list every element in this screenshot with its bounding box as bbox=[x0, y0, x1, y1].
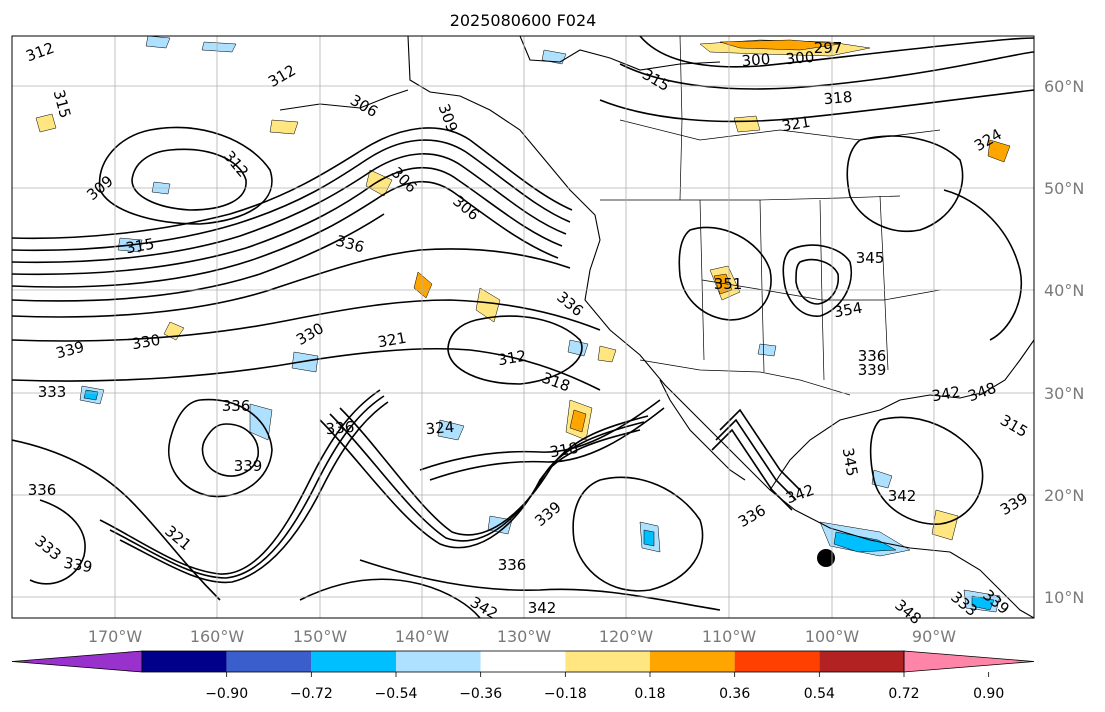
lat-tick-label: 10°N bbox=[1044, 588, 1084, 607]
colorbar-segment bbox=[734, 651, 820, 672]
contour-value-label: 336 bbox=[222, 397, 251, 415]
lon-tick-label: 160°W bbox=[190, 627, 245, 646]
contour-value-label: 336 bbox=[28, 481, 57, 499]
contour-value-label: 321 bbox=[376, 329, 407, 352]
lon-tick-label: 120°W bbox=[599, 627, 654, 646]
colorbar-segment bbox=[396, 651, 481, 672]
lon-tick-label: 100°W bbox=[805, 627, 860, 646]
contour-lines bbox=[12, 36, 1034, 618]
colorbar-tick-label: −0.90 bbox=[205, 686, 248, 702]
colorbar-segment bbox=[142, 651, 227, 672]
contour-value-label: 342 bbox=[930, 383, 961, 406]
colorbar-segment bbox=[819, 651, 904, 672]
colorbar: −0.90 −0.72 −0.54 −0.36 −0.18 0.18 0.36 0.54 0.7… bbox=[11, 650, 1035, 702]
lon-tick-label: 90°W bbox=[912, 627, 956, 646]
colorbar-tick-label: −0.72 bbox=[290, 686, 333, 702]
contour-value-label: 321 bbox=[780, 113, 811, 136]
contour-value-label: 342 bbox=[528, 599, 557, 617]
lat-tick-label: 30°N bbox=[1044, 384, 1084, 403]
lon-tick-label: 150°W bbox=[293, 627, 348, 646]
colorbar-segment bbox=[565, 651, 650, 672]
coastlines bbox=[279, 36, 1034, 618]
colorbar-tick-label: −0.54 bbox=[375, 686, 418, 702]
contour-value-label: 342 bbox=[888, 487, 917, 505]
map-frame bbox=[11, 35, 1035, 619]
contour-value-label: 351 bbox=[714, 275, 743, 293]
lat-tick-label: 40°N bbox=[1044, 281, 1084, 300]
contour-value-label: 336 bbox=[498, 556, 527, 574]
contour-value-label: 339 bbox=[858, 361, 887, 379]
colorbar-tick-label: 0.36 bbox=[719, 686, 750, 702]
lon-tick-label: 110°W bbox=[702, 627, 757, 646]
contour-value-label: 315 bbox=[124, 235, 155, 258]
colorbar-tick-label: 0.72 bbox=[888, 686, 919, 702]
contour-value-label: 300 bbox=[785, 48, 815, 68]
contour-value-label: 345 bbox=[856, 249, 885, 267]
lat-tick-label: 50°N bbox=[1044, 179, 1084, 198]
contour-value-label: 318 bbox=[548, 439, 579, 462]
colorbar-extend-low bbox=[11, 650, 143, 673]
contour-value-label: 336 bbox=[325, 418, 355, 438]
contour-value-label: 297 bbox=[814, 39, 843, 57]
colorbar-tick-label: −0.18 bbox=[544, 686, 587, 702]
contour-value-label: 354 bbox=[832, 299, 863, 322]
lon-tick-label: 130°W bbox=[497, 627, 552, 646]
lat-tick-label: 60°N bbox=[1044, 77, 1084, 96]
contour-value-label: 312 bbox=[496, 347, 527, 370]
contour-value-label: 324 bbox=[425, 418, 455, 438]
contour-value-label: 318 bbox=[823, 88, 853, 108]
colorbar-segment bbox=[311, 651, 396, 672]
contour-value-label: 330 bbox=[130, 331, 161, 354]
colorbar-tick-label: 0.18 bbox=[634, 686, 665, 702]
colorbar-tick-label: 0.54 bbox=[804, 686, 835, 702]
graticule bbox=[12, 36, 1034, 618]
colorbar-tick-label: 0.90 bbox=[973, 686, 1004, 702]
colorbar-segment bbox=[480, 651, 566, 672]
lat-tick-label: 20°N bbox=[1044, 486, 1084, 505]
contour-value-label: 336 bbox=[858, 347, 887, 365]
colorbar-segment bbox=[650, 651, 735, 672]
contour-value-label: 339 bbox=[234, 457, 263, 475]
lon-tick-label: 170°W bbox=[88, 627, 143, 646]
contour-value-label: 339 bbox=[62, 554, 93, 577]
lon-axis: 170°W 160°W 150°W 140°W 130°W 120°W 110°W 100°W… bbox=[88, 627, 956, 646]
colorbar-segment bbox=[226, 651, 312, 672]
map-title: 2025080600 F024 bbox=[450, 11, 597, 30]
location-dot bbox=[817, 549, 835, 567]
contour-value-label: 345 bbox=[839, 446, 862, 477]
lon-tick-label: 140°W bbox=[395, 627, 450, 646]
colorbar-tick-label: −0.36 bbox=[459, 686, 502, 702]
colorbar-extend-high bbox=[903, 650, 1035, 673]
lat-axis: 60°N 50°N 40°N 30°N 20°N 10°N bbox=[1044, 77, 1084, 607]
contour-value-label: 333 bbox=[38, 383, 67, 401]
contour-value-label: 300 bbox=[741, 50, 771, 70]
